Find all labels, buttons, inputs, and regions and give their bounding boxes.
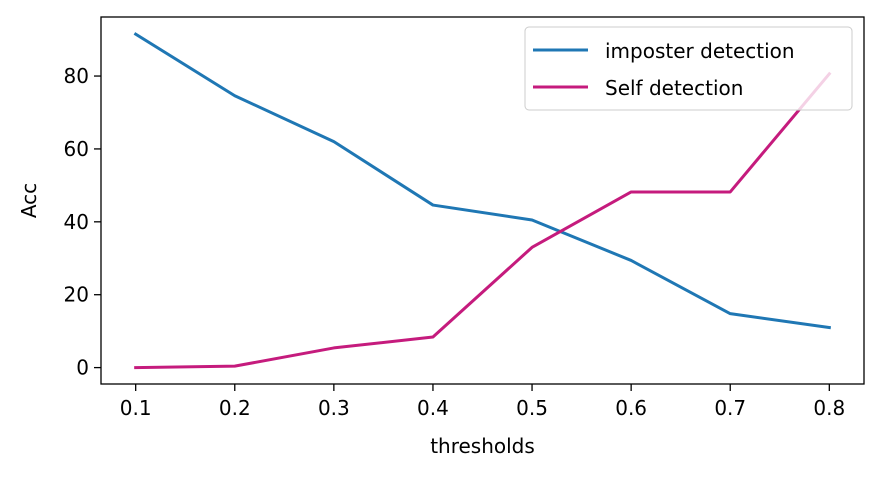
x-tick-label: 0.4 [417,396,449,420]
legend: imposter detection Self detection [524,26,853,111]
x-tick-label: 0.8 [813,396,845,420]
x-tick-label: 0.6 [615,396,647,420]
x-axis-label: thresholds [430,434,535,458]
x-tick-label: 0.1 [120,396,152,420]
x-axis-ticks: 0.1 0.2 0.3 0.4 0.5 0.6 0.7 0.8 [120,384,845,420]
series-lines [133,32,832,370]
legend-label-imposter-detection: imposter detection [605,39,795,63]
y-tick-label: 60 [64,137,89,161]
series-line-imposter-detection [133,32,832,330]
legend-label-self-detection: Self detection [605,76,743,100]
y-axis-ticks: 0 20 40 60 80 [64,64,101,380]
x-tick-label: 0.7 [714,396,746,420]
y-tick-label: 0 [76,356,89,380]
y-axis-label: Acc [17,183,41,218]
legend-box [524,26,853,111]
y-tick-label: 40 [64,210,89,234]
x-tick-label: 0.5 [516,396,548,420]
y-tick-label: 80 [64,64,89,88]
x-tick-label: 0.2 [219,396,251,420]
series-line-self-detection [134,71,832,370]
x-tick-label: 0.3 [318,396,350,420]
y-tick-label: 20 [64,283,89,307]
